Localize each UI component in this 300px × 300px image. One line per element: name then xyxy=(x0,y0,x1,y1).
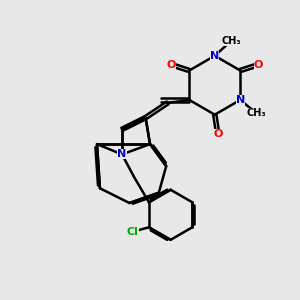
Text: O: O xyxy=(213,129,222,139)
Text: CH₃: CH₃ xyxy=(247,108,266,118)
Text: Cl: Cl xyxy=(127,227,139,237)
Text: CH₃: CH₃ xyxy=(221,36,241,46)
Text: N: N xyxy=(210,51,219,61)
Text: N: N xyxy=(117,149,127,159)
Text: O: O xyxy=(254,60,263,70)
Text: O: O xyxy=(166,60,176,70)
Text: N: N xyxy=(236,95,245,105)
